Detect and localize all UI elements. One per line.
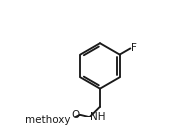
Text: methoxy: methoxy [25,115,70,125]
Text: F: F [131,43,137,53]
Text: O: O [71,110,80,120]
Text: NH: NH [90,112,106,122]
